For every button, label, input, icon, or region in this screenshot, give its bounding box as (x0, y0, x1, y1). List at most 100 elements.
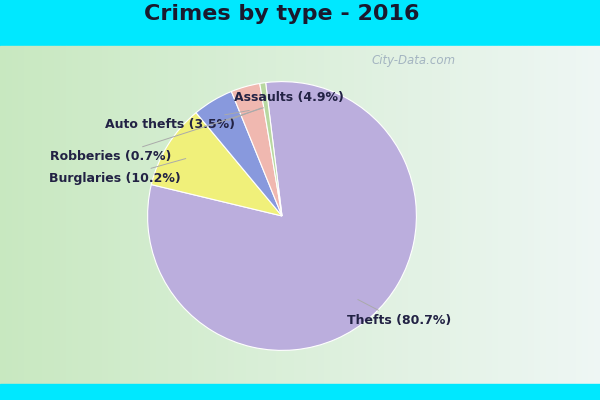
Bar (240, 46, 246, 400)
Text: Robberies (0.7%): Robberies (0.7%) (50, 108, 263, 163)
Bar (462, 46, 468, 400)
Bar (570, 46, 576, 400)
Bar (120, 46, 126, 400)
Bar (24, 46, 30, 400)
Bar (126, 46, 132, 400)
Wedge shape (260, 83, 282, 216)
Bar (486, 46, 492, 400)
Bar (408, 46, 414, 400)
Bar (258, 46, 264, 400)
Bar (342, 46, 348, 400)
Bar (288, 46, 294, 400)
Bar (504, 46, 510, 400)
Bar (234, 46, 240, 400)
Bar (180, 46, 186, 400)
Bar (582, 46, 588, 400)
Title: Crimes by type - 2016: Crimes by type - 2016 (144, 4, 420, 24)
Bar (186, 46, 192, 400)
Bar (294, 46, 300, 400)
Bar (468, 46, 474, 400)
Bar (18, 46, 24, 400)
Bar (594, 46, 600, 400)
Wedge shape (196, 92, 282, 216)
Bar (228, 46, 234, 400)
Bar (66, 46, 72, 400)
Bar (378, 46, 384, 400)
Bar (438, 46, 444, 400)
Bar (114, 46, 120, 400)
Bar (90, 46, 96, 400)
Bar (510, 46, 516, 400)
Bar (30, 46, 36, 400)
Bar (300, 46, 306, 400)
Bar (144, 46, 150, 400)
Bar (480, 46, 486, 400)
Bar (348, 46, 354, 400)
Bar (138, 46, 144, 400)
Bar (150, 46, 156, 400)
Bar (204, 46, 210, 400)
Bar (78, 46, 84, 400)
Bar (174, 46, 180, 400)
Bar (492, 46, 498, 400)
Bar (102, 46, 108, 400)
Bar (0, 46, 6, 400)
Bar (282, 46, 288, 400)
Bar (420, 46, 426, 400)
Bar (552, 46, 558, 400)
Text: City-Data.com: City-Data.com (372, 54, 456, 67)
Bar (372, 46, 378, 400)
Bar (522, 46, 528, 400)
Bar (450, 46, 456, 400)
Bar (54, 46, 60, 400)
Bar (84, 46, 90, 400)
Bar (498, 46, 504, 400)
Bar (540, 46, 546, 400)
Bar (222, 46, 228, 400)
Bar (324, 46, 330, 400)
Bar (312, 46, 318, 400)
Bar (366, 46, 372, 400)
Bar (42, 46, 48, 400)
Bar (246, 46, 252, 400)
Bar (474, 46, 480, 400)
Bar (390, 46, 396, 400)
Bar (264, 46, 270, 400)
Bar (6, 46, 12, 400)
Bar (558, 46, 564, 400)
Bar (168, 46, 174, 400)
Bar (402, 46, 408, 400)
Bar (384, 46, 390, 400)
Bar (576, 46, 582, 400)
Bar (516, 46, 522, 400)
Wedge shape (232, 84, 282, 216)
Bar (432, 46, 438, 400)
Bar (96, 46, 102, 400)
Bar (0, 384, 600, 400)
Bar (72, 46, 78, 400)
Bar (426, 46, 432, 400)
Bar (12, 46, 18, 400)
Bar (252, 46, 258, 400)
Bar (588, 46, 594, 400)
Bar (318, 46, 324, 400)
Bar (456, 46, 462, 400)
Bar (162, 46, 168, 400)
Bar (60, 46, 66, 400)
Bar (396, 46, 402, 400)
Bar (108, 46, 114, 400)
Bar (336, 46, 342, 400)
Bar (0, 0, 600, 46)
Bar (210, 46, 216, 400)
Bar (48, 46, 54, 400)
Bar (354, 46, 360, 400)
Wedge shape (151, 113, 282, 216)
Text: Auto thefts (3.5%): Auto thefts (3.5%) (105, 110, 249, 131)
Wedge shape (148, 82, 416, 350)
Bar (216, 46, 222, 400)
Bar (270, 46, 276, 400)
Bar (546, 46, 552, 400)
Bar (564, 46, 570, 400)
Bar (192, 46, 198, 400)
Bar (528, 46, 534, 400)
